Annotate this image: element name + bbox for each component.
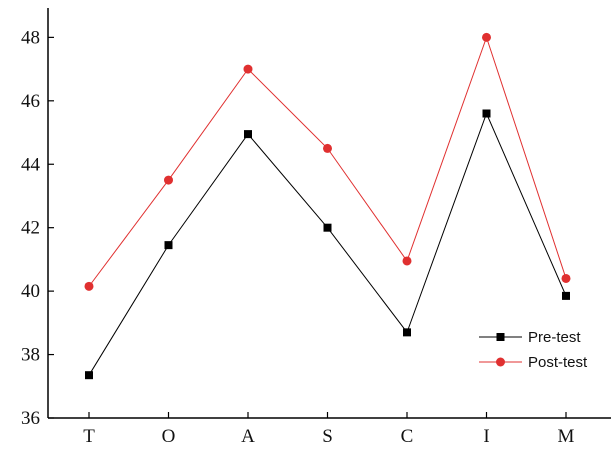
x-tick-label: M bbox=[558, 426, 575, 447]
x-tick-label: I bbox=[483, 426, 489, 447]
x-tick-label: A bbox=[241, 426, 255, 447]
y-axis-ticks: 36 38 40 42 44 46 48 bbox=[21, 27, 54, 429]
legend: Pre-test Post-test bbox=[479, 329, 588, 371]
x-tick-label: C bbox=[401, 426, 414, 447]
data-point bbox=[562, 291, 570, 300]
y-tick-label: 46 bbox=[21, 91, 40, 112]
y-tick-label: 42 bbox=[21, 218, 40, 239]
data-point bbox=[164, 241, 173, 250]
legend-label: Pre-test bbox=[528, 329, 581, 346]
data-point bbox=[244, 130, 252, 139]
legend-item: Pre-test bbox=[479, 329, 581, 346]
x-tick-label: S bbox=[322, 426, 333, 447]
data-point bbox=[482, 109, 491, 118]
legend-label: Post-test bbox=[528, 354, 588, 371]
legend-marker bbox=[496, 357, 505, 367]
x-tick-label: O bbox=[162, 426, 176, 447]
legend-marker bbox=[496, 333, 505, 341]
data-point bbox=[403, 328, 411, 337]
series-line bbox=[88, 35, 567, 287]
y-tick-label: 48 bbox=[21, 27, 40, 48]
data-point bbox=[323, 143, 332, 153]
data-point bbox=[85, 371, 93, 380]
data-point bbox=[561, 273, 571, 283]
y-tick-label: 44 bbox=[21, 154, 41, 175]
legend-item: Post-test bbox=[479, 354, 588, 371]
x-tick-label: T bbox=[83, 426, 95, 447]
y-tick-label: 40 bbox=[21, 281, 40, 302]
data-point bbox=[84, 281, 94, 291]
data-point bbox=[323, 223, 332, 232]
y-tick-label: 36 bbox=[21, 408, 40, 429]
series-group bbox=[84, 32, 571, 380]
data-point bbox=[243, 64, 253, 74]
series-pre-test bbox=[85, 109, 570, 380]
data-point bbox=[482, 32, 491, 42]
axes bbox=[47, 8, 611, 419]
data-point bbox=[164, 175, 173, 185]
y-tick-label: 38 bbox=[21, 345, 40, 366]
data-point bbox=[402, 256, 412, 266]
series-post-test bbox=[84, 32, 571, 291]
